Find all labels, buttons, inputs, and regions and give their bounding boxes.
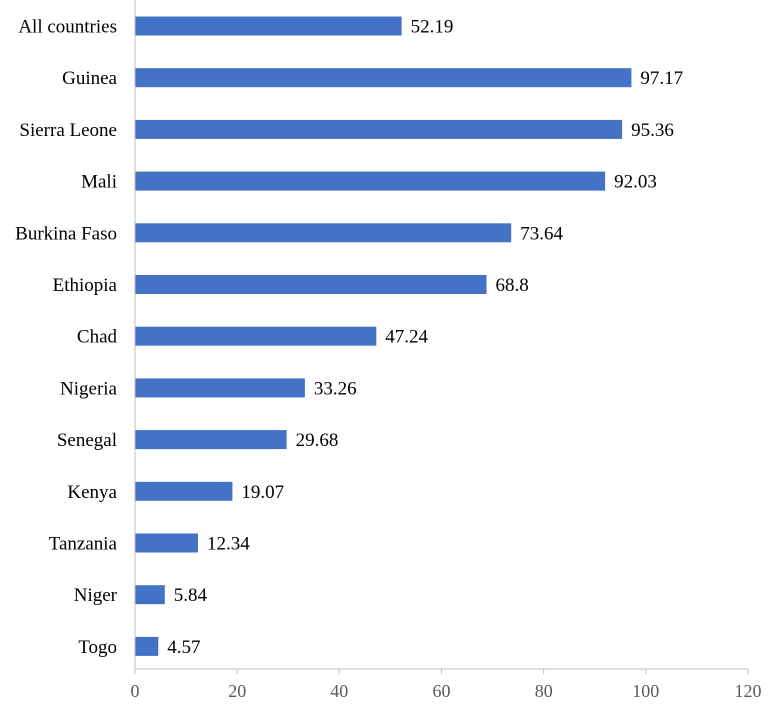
bar-sierra-leone: [135, 119, 623, 139]
value-label-togo: 4.57: [167, 637, 200, 658]
category-label-kenya: Kenya: [67, 482, 117, 503]
category-label-burkina-faso: Burkina Faso: [15, 223, 117, 244]
bar-burkina-faso: [135, 223, 512, 243]
bar-niger: [135, 585, 165, 605]
category-label-mali: Mali: [81, 172, 117, 193]
value-label-chad: 47.24: [385, 327, 428, 348]
bar-guinea: [135, 68, 632, 88]
value-label-senegal: 29.68: [296, 430, 339, 451]
value-label-niger: 5.84: [174, 585, 208, 606]
category-label-nigeria: Nigeria: [60, 378, 118, 399]
bar-senegal: [135, 430, 287, 450]
x-tick-label-60: 60: [433, 681, 451, 701]
category-label-senegal: Senegal: [57, 430, 117, 451]
value-label-guinea: 97.17: [640, 68, 683, 89]
value-label-sierra-leone: 95.36: [631, 120, 674, 141]
bars-group: [135, 16, 632, 656]
value-label-ethiopia: 68.8: [496, 275, 529, 296]
bar-tanzania: [135, 533, 198, 553]
bar-nigeria: [135, 378, 305, 398]
x-tick-label-40: 40: [330, 681, 348, 701]
bar-togo: [135, 636, 159, 656]
category-label-tanzania: Tanzania: [49, 534, 118, 555]
x-tick-label-80: 80: [535, 681, 553, 701]
x-tick-label-120: 120: [735, 681, 762, 701]
x-tick-label-100: 100: [632, 681, 659, 701]
value-label-nigeria: 33.26: [314, 378, 357, 399]
category-label-guinea: Guinea: [62, 68, 117, 89]
value-label-burkina-faso: 73.64: [520, 223, 563, 244]
category-label-ethiopia: Ethiopia: [53, 275, 118, 296]
category-label-chad: Chad: [77, 327, 118, 348]
x-tick-label-0: 0: [131, 681, 140, 701]
x-tick-label-20: 20: [228, 681, 246, 701]
category-labels: All countries Guinea Sierra Leone Mali Burki…: [15, 17, 118, 658]
bar-mali: [135, 171, 606, 191]
bar-chad: [135, 326, 377, 346]
category-label-togo: Togo: [78, 637, 117, 658]
bar-kenya: [135, 481, 233, 501]
category-label-all-countries: All countries: [18, 17, 117, 38]
bar-ethiopia: [135, 275, 487, 294]
value-label-tanzania: 12.34: [207, 534, 250, 555]
x-axis-ticks: 0 20 40 60 80 100 120: [131, 669, 762, 701]
category-label-niger: Niger: [74, 585, 118, 606]
value-labels: 52.19 97.17 95.36 92.03 73.64 68.8 47.24 33.26 2…: [167, 17, 683, 658]
bar-all-countries: [135, 16, 402, 36]
value-label-kenya: 19.07: [241, 482, 284, 503]
value-label-mali: 92.03: [614, 172, 657, 193]
value-label-all-countries: 52.19: [411, 17, 454, 38]
category-label-sierra-leone: Sierra Leone: [19, 120, 117, 141]
